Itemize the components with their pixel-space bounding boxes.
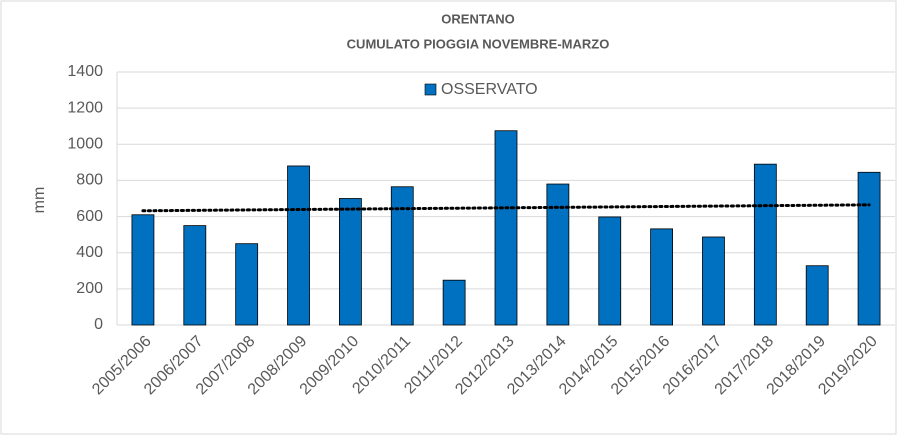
bar xyxy=(702,236,725,326)
bar xyxy=(805,265,829,326)
y-tick-label: 600 xyxy=(76,208,103,225)
bar xyxy=(442,279,466,326)
bar xyxy=(287,165,310,326)
bar xyxy=(598,216,622,326)
bar xyxy=(753,163,777,326)
trend-line xyxy=(141,203,871,213)
y-tick-label: 1000 xyxy=(67,136,103,153)
bar xyxy=(131,214,155,326)
bar xyxy=(390,186,414,326)
bar xyxy=(650,228,673,326)
bar xyxy=(235,243,259,326)
legend-swatch xyxy=(424,83,437,96)
y-tick-label: 0 xyxy=(94,316,103,333)
bar xyxy=(338,198,362,326)
y-tick-label: 1400 xyxy=(67,63,103,80)
bar xyxy=(546,183,570,326)
y-tick-label: 200 xyxy=(76,280,103,297)
y-tick-label: 400 xyxy=(76,244,103,261)
bar xyxy=(494,130,518,326)
chart-subtitle: CUMULATO PIOGGIA NOVEMBRE-MARZO xyxy=(347,36,610,51)
legend-label: OSSERVATO xyxy=(441,81,538,98)
y-tick-label: 1200 xyxy=(67,99,103,116)
bar xyxy=(183,225,207,326)
bar xyxy=(857,171,881,326)
y-axis-label: mm xyxy=(31,187,48,214)
y-tick-label: 800 xyxy=(76,172,103,189)
chart-title: ORENTANO xyxy=(441,11,514,26)
